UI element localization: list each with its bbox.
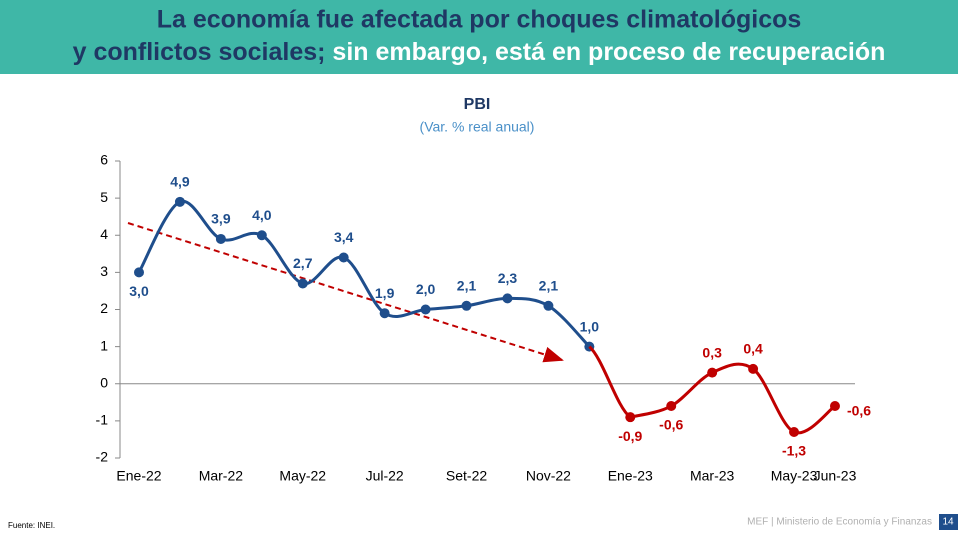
value-label: 1,9 (375, 285, 395, 301)
x-tick-label: Ene-22 (116, 468, 161, 484)
y-tick-label: 3 (100, 263, 108, 279)
title-line2: y conflictos sociales; sin embargo, está… (73, 38, 886, 66)
value-label: 3,9 (211, 211, 231, 227)
y-tick-label: 5 (100, 189, 108, 205)
y-tick-label: 4 (100, 226, 108, 242)
x-tick-label: May-23 (771, 468, 818, 484)
value-label: -0,9 (618, 428, 642, 444)
point (297, 278, 308, 289)
point (707, 367, 718, 378)
y-tick-label: 6 (100, 152, 108, 168)
value-label: 1,0 (580, 318, 600, 334)
y-tick-label: 1 (100, 337, 108, 353)
line (137, 199, 591, 348)
x-tick-label: Ene-23 (608, 468, 653, 484)
value-label: 3,0 (129, 283, 149, 299)
point (625, 412, 636, 423)
point (502, 293, 513, 304)
connector (588, 345, 632, 419)
point (215, 233, 226, 244)
header-band (0, 0, 958, 74)
value-label: 4,9 (170, 174, 190, 190)
value-label: 2,7 (293, 255, 313, 271)
title-line1: La economía fue afectada por choques cli… (157, 6, 802, 34)
value-label: 0,3 (702, 344, 722, 360)
ministry: MEF | Ministerio de Economía y Finanzas (747, 517, 932, 528)
value-label: 4,0 (252, 207, 272, 223)
y-tick-label: -1 (96, 412, 109, 428)
point (543, 300, 554, 311)
x-tick-label: Jul-22 (366, 468, 404, 484)
value-label: -0,6 (847, 403, 871, 419)
trend-arrow (127, 222, 564, 363)
plot: -2 -1 0 1 2 3 4 5 6 Ene-22 Mar-22 May-22 Jul-22 Set-2… (96, 152, 872, 484)
value-label: 2,1 (457, 277, 477, 293)
title-part: y conflictos sociales; (73, 38, 326, 66)
chart-subtitle: (Var. % real anual) (420, 119, 535, 135)
value-label: 0,4 (743, 341, 763, 357)
x-tick-label: Set-22 (446, 468, 487, 484)
point (256, 230, 267, 241)
x-tick-label: Mar-22 (199, 468, 244, 484)
point (420, 304, 431, 315)
point (379, 308, 390, 319)
source: Fuente: INEI. (8, 521, 55, 530)
x-tick-label: Nov-22 (526, 468, 571, 484)
value-label: 2,3 (498, 270, 518, 286)
title-part: sin embargo, está en proceso de recupera… (332, 38, 885, 66)
point (789, 427, 800, 438)
value-label: 3,4 (334, 229, 354, 245)
point (748, 363, 759, 374)
point (338, 252, 349, 263)
x-tick-label: May-22 (279, 468, 326, 484)
value-label: -0,6 (659, 417, 683, 433)
y-tick-label: 0 (100, 374, 108, 390)
point (461, 300, 472, 311)
page-number: 14 (942, 517, 954, 528)
x-tick-label: Jun-23 (814, 468, 857, 484)
value-label: 2,0 (416, 281, 436, 297)
chart-title: PBI (464, 96, 491, 113)
point (666, 401, 677, 412)
y-tick-label: 2 (100, 300, 108, 316)
point (829, 401, 840, 412)
page-badge (939, 514, 958, 530)
point (134, 267, 144, 278)
value-label: -1,3 (782, 443, 806, 459)
y-tick-label: -2 (96, 449, 109, 465)
value-label: 2,1 (539, 277, 559, 293)
x-tick-label: Mar-23 (690, 468, 735, 484)
point (174, 196, 185, 207)
